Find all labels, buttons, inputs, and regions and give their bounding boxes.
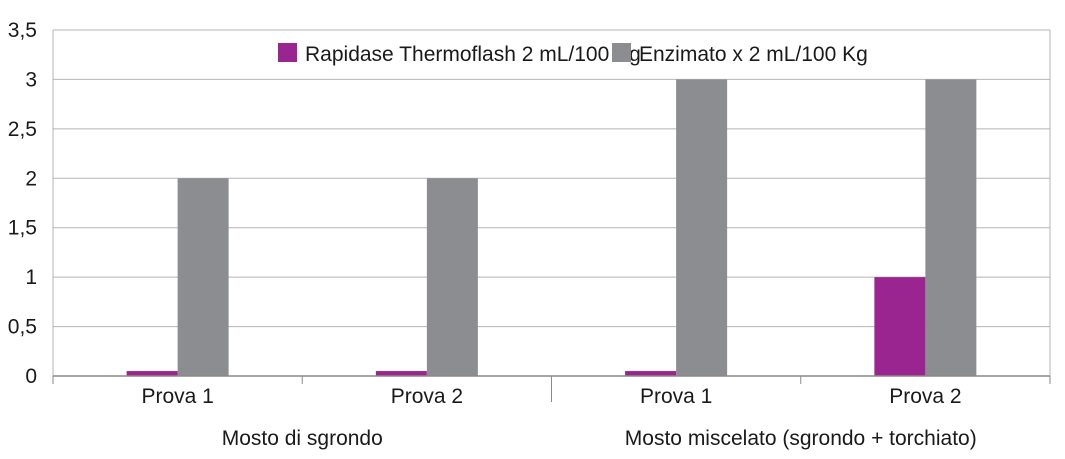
bar xyxy=(126,371,178,376)
x-tick-label: Prova 1 xyxy=(640,385,712,408)
bar xyxy=(925,79,977,376)
bar xyxy=(676,79,728,376)
x-tick-label: Prova 1 xyxy=(141,385,213,408)
y-tick-label: 3 xyxy=(25,68,37,91)
bars xyxy=(126,79,977,376)
x-group-label: Mosto di sgrondo xyxy=(222,427,383,450)
y-tick-label: 3,5 xyxy=(8,19,37,42)
bar xyxy=(375,371,427,376)
x-group-label: Mosto miscelato (sgrondo + torchiato) xyxy=(625,427,977,450)
bar xyxy=(625,371,677,376)
legend-swatch xyxy=(278,43,297,62)
legend-swatch xyxy=(612,43,631,62)
y-tick-label: 1,5 xyxy=(8,217,37,240)
legend: Rapidase Thermoflash 2 mL/100 KgEnzimato… xyxy=(278,43,868,66)
x-tick-label: Prova 2 xyxy=(889,385,961,408)
y-tick-label: 0,5 xyxy=(8,316,37,339)
bar xyxy=(874,277,926,376)
y-tick-label: 0 xyxy=(25,365,37,388)
bar xyxy=(177,178,229,376)
y-tick-label: 2 xyxy=(25,167,37,190)
legend-label: Rapidase Thermoflash 2 mL/100 Kg xyxy=(305,43,641,66)
x-tick-label: Prova 2 xyxy=(391,385,463,408)
legend-label: Enzimato x 2 mL/100 Kg xyxy=(639,43,868,66)
bar xyxy=(426,178,478,376)
y-tick-label: 1 xyxy=(25,266,37,289)
y-tick-label: 2,5 xyxy=(8,118,37,141)
axes: 0 0,5 1 1,5 2 2,5 3 3,5 Prova 1 Prova 2 Prova 1 Pro… xyxy=(8,19,1051,450)
